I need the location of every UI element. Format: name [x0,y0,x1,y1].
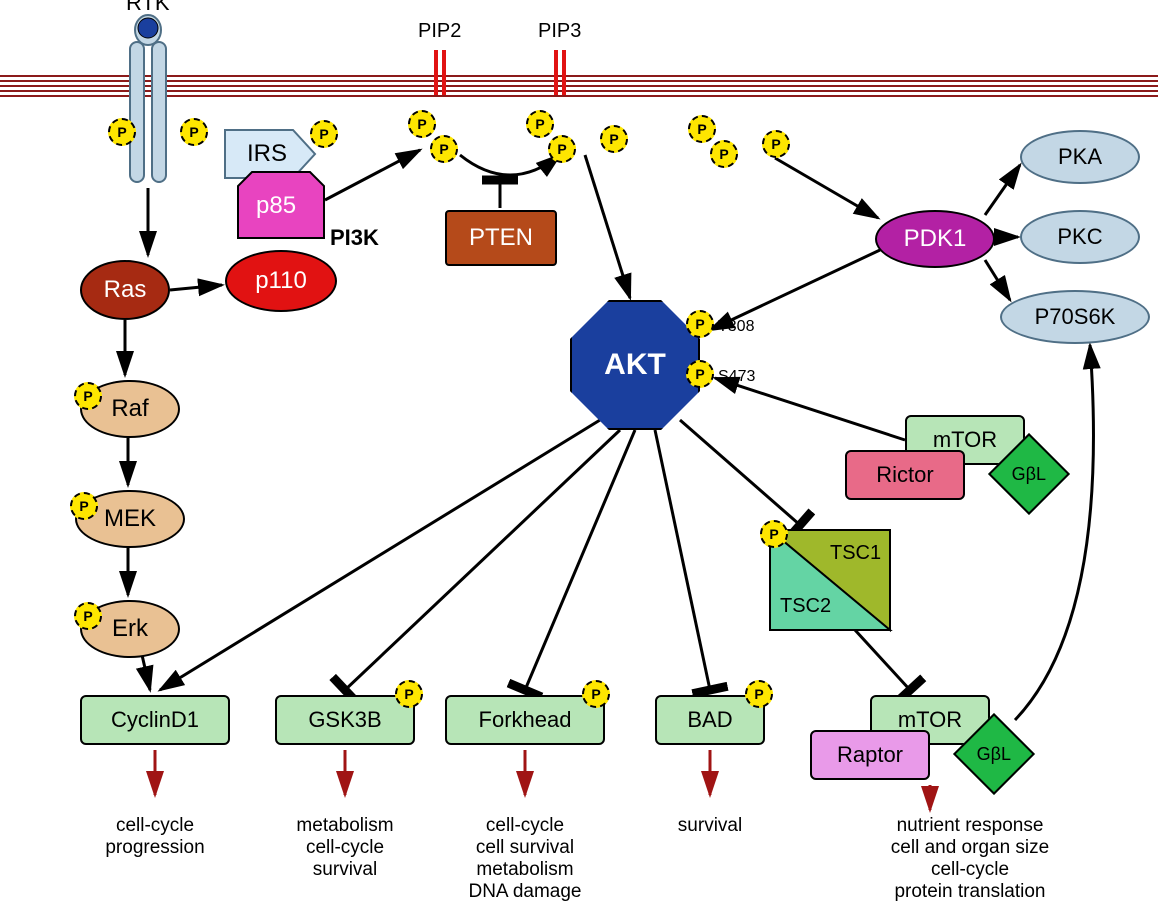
label-pdk1: PDK1 [904,225,967,253]
node-p110: p110 [225,250,337,312]
edge-erk-cyclind1 [142,655,150,690]
phosphate-icon: P [108,118,136,146]
node-pip2 [436,50,444,95]
label-raptor: Raptor [837,742,903,768]
node-pip3 [556,50,564,95]
edge-pip3-akt [585,155,630,298]
phosphate-icon: P [600,125,628,153]
edge-p85-pip2 [325,150,420,200]
label-pip3: PIP3 [538,20,581,43]
phosphate-icon: P [762,130,790,158]
edge-pdk1-pka [985,165,1020,215]
node-pdk1: PDK1 [875,210,995,268]
phosphate-icon: P [395,680,423,708]
edge-ras-p110 [170,285,222,290]
label-raf: Raf [111,395,148,423]
phosphate-icon: P [74,602,102,630]
phosphate-icon: P [686,310,714,338]
label-s473: S473 [718,368,755,386]
node-rictor: Rictor [845,450,965,500]
phosphate-icon: P [760,520,788,548]
label-mek: MEK [104,505,156,533]
label-cyclind1: CyclinD1 [111,707,199,733]
label-pten: PTEN [469,224,533,252]
node-akt: AKT [570,300,700,430]
phosphate-icon: P [430,135,458,163]
edge-akt-tsc [680,420,800,525]
label-erk: Erk [112,615,148,643]
node-pkc: PKC [1020,210,1140,264]
edge-akt-bad [655,430,710,690]
phosphate-icon: P [180,118,208,146]
label-pip2: PIP2 [418,20,461,43]
node-pten: PTEN [445,210,557,266]
pathway-diagram: RTK IRS p85 p110 PI3K PIP2 PIP3 PTEN Ras Raf MEK Er… [0,0,1158,922]
edge-akt-cyclind1 [160,420,600,690]
node-rtk [130,15,166,182]
outcome-text: cell-cycle progression [105,815,204,859]
outcome-text: survival [678,815,742,837]
edge-tsc-mtor1 [855,630,910,690]
phosphate-icon: P [745,680,773,708]
label-rictor: Rictor [876,462,933,488]
node-pka: PKA [1020,130,1140,184]
node-forkhead: Forkhead [445,695,605,745]
phosphate-icon: P [688,115,716,143]
edge-pip3-pdk1 [775,158,878,218]
phosphate-icon: P [582,680,610,708]
label-p110: p110 [255,267,307,295]
node-gsk3b: GSK3B [275,695,415,745]
label-pi3k: PI3K [330,225,379,251]
phosphate-icon: P [548,135,576,163]
node-p70s6k: P70S6K [1000,290,1150,344]
edge-pdk1-p70s6k [985,260,1010,300]
phosphate-icon: P [74,382,102,410]
label-tsc1: TSC1 [830,542,881,565]
phosphate-icon: P [686,360,714,388]
edge-mtor1-p70s6k [1015,345,1093,720]
label-tsc2: TSC2 [780,595,831,618]
phosphate-icon: P [408,110,436,138]
label-t308: T308 [718,318,754,336]
label-p85: p85 [256,192,296,220]
node-cyclind1: CyclinD1 [80,695,230,745]
label-pkc: PKC [1057,224,1102,250]
label-gbl2: GβL [1012,464,1046,485]
node-ras: Ras [80,260,170,320]
edge-pip2-pip3 [460,155,560,175]
label-bad: BAD [687,707,732,733]
phosphate-icon: P [310,120,338,148]
outcome-text: metabolism cell-cycle survival [296,815,393,881]
label-p70s6k: P70S6K [1035,304,1116,330]
label-gsk3b: GSK3B [308,707,381,733]
label-akt: AKT [604,348,666,382]
phosphate-icon: P [526,110,554,138]
phosphate-icon: P [710,140,738,168]
phosphate-icon: P [70,492,98,520]
edge-mtor2-akt [715,378,905,440]
label-irs: IRS [247,140,287,168]
label-rtk: RTK [126,0,170,16]
label-ras: Ras [104,276,147,304]
label-forkhead: Forkhead [479,707,572,733]
outcome-text: cell-cycle cell survival metabolism DNA … [468,815,581,903]
label-pka: PKA [1058,144,1102,170]
node-raptor: Raptor [810,730,930,780]
label-gbl1: GβL [977,744,1011,765]
outcome-text: nutrient response cell and organ size ce… [891,815,1049,903]
